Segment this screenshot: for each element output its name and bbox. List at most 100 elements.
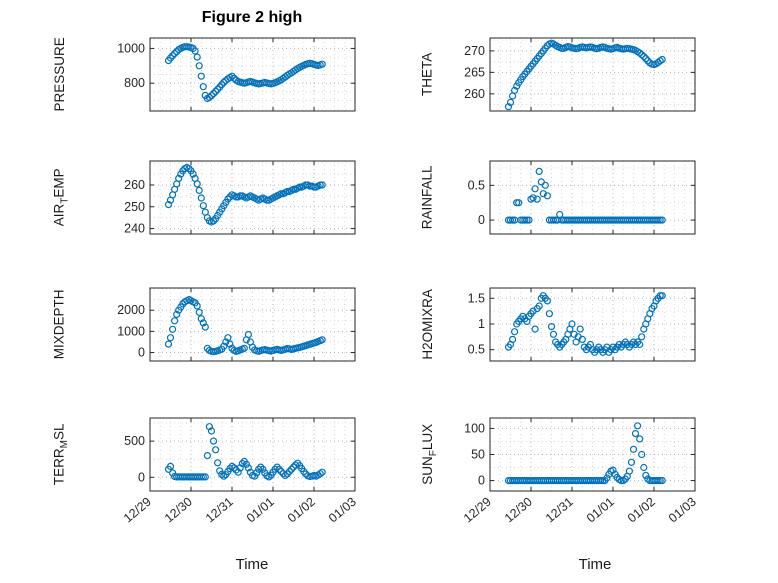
data-point: [197, 194, 205, 202]
data-point: [277, 190, 285, 198]
data-point: [211, 446, 220, 454]
tick-marks: [149, 161, 356, 234]
y-tick-label: 1000: [117, 41, 145, 55]
data-points: [164, 296, 326, 356]
data-point: [220, 78, 228, 86]
data-point: [625, 467, 633, 475]
data-point: [201, 473, 209, 481]
data-point: [263, 196, 271, 204]
data-point: [644, 57, 652, 65]
data-point: [603, 474, 611, 482]
data-point: [175, 174, 183, 182]
data-point: [638, 333, 646, 341]
data-point: [515, 199, 523, 207]
data-point: [234, 468, 242, 476]
data-point: [257, 463, 265, 471]
data-point: [568, 320, 576, 328]
y-tick-label: 0.5: [468, 178, 485, 192]
data-point: [642, 471, 650, 480]
data-point: [634, 422, 642, 430]
y-tick-label: 50: [471, 448, 485, 462]
ylabel-terrmsl: TERRMSL: [48, 418, 74, 491]
data-point: [193, 180, 201, 188]
data-point: [656, 292, 664, 300]
data-point: [195, 308, 203, 316]
data-point: [164, 340, 173, 348]
tick-labels: 0 50 100 12/29 12/30 12/31 01/01 01/02 01/03: [461, 421, 699, 525]
data-point: [199, 83, 207, 91]
data-point: [549, 330, 558, 338]
ylabel-text: THETA: [419, 52, 435, 97]
data-point: [199, 202, 207, 210]
data-point: [629, 445, 638, 453]
ylabel-airtemp: AIRTEMP: [48, 161, 74, 234]
data-point: [318, 468, 326, 476]
x-tick-label: 12/29: [461, 495, 494, 526]
x-tick-label: 12/31: [543, 495, 576, 526]
data-point: [285, 467, 293, 476]
ylabel-text: PRESSURE: [51, 37, 67, 112]
data-point: [658, 476, 666, 485]
data-point: [654, 476, 662, 485]
data-point: [199, 473, 207, 481]
data-point: [197, 315, 205, 323]
data-point: [638, 51, 646, 59]
data-point: [191, 47, 199, 55]
data-point: [296, 183, 304, 191]
data-point: [213, 459, 222, 467]
data-point: [549, 216, 558, 224]
data-point: [506, 216, 515, 224]
y-tick-label: 265: [464, 65, 485, 79]
data-point: [218, 470, 226, 479]
data-point: [508, 335, 517, 344]
data-point: [316, 470, 324, 478]
data-point: [656, 216, 664, 224]
axes-border: [149, 160, 356, 235]
data-point: [259, 465, 267, 473]
x-tick-label: 12/30: [502, 495, 535, 526]
tick-marks: [489, 38, 696, 111]
ylabel-sunflux: SUNFLUX: [416, 418, 442, 491]
data-point: [523, 216, 531, 224]
ylabel-pressure: PRESSURE: [48, 37, 74, 112]
tick-marks: [149, 288, 356, 361]
figure-title: Figure 2 high: [201, 9, 303, 26]
data-point: [658, 216, 666, 224]
y-tick-label: 240: [124, 222, 145, 236]
data-point: [224, 195, 232, 203]
data-point: [166, 462, 175, 471]
data-point: [236, 192, 244, 200]
tick-labels: 240 250 260: [124, 178, 145, 236]
data-point: [541, 181, 549, 189]
data-point: [277, 467, 285, 476]
data-point: [170, 317, 179, 325]
data-point: [654, 216, 662, 224]
data-point: [216, 467, 224, 475]
data-point: [207, 427, 216, 435]
subplot-mixdepth: 0 1000 2000: [117, 287, 356, 362]
x-tick-label: 01/01: [584, 495, 617, 526]
y-tick-label: 1: [478, 317, 485, 331]
data-point: [170, 50, 179, 58]
data-point: [166, 334, 175, 342]
axes-border: [149, 417, 356, 492]
data-point: [642, 55, 650, 63]
data-point: [168, 469, 177, 477]
data-points: [504, 292, 666, 356]
subplot-theta: 260 265 270: [464, 37, 696, 112]
subplot-sunflux: 0 50 100 12/29 12/30 12/31 01/01 01/02 01/03: [461, 417, 699, 525]
data-point: [318, 181, 326, 189]
data-point: [205, 93, 214, 102]
data-points: [504, 39, 666, 111]
data-point: [506, 98, 515, 107]
data-point: [283, 187, 291, 196]
grid: [489, 418, 696, 491]
data-points: [504, 167, 666, 224]
y-tick-label: 0.5: [468, 343, 485, 357]
axes-border: [149, 287, 356, 362]
ylabel-text: H2OMIXRA: [419, 289, 435, 360]
data-point: [197, 72, 205, 80]
data-point: [255, 465, 263, 473]
y-tick-label: 270: [464, 44, 485, 58]
